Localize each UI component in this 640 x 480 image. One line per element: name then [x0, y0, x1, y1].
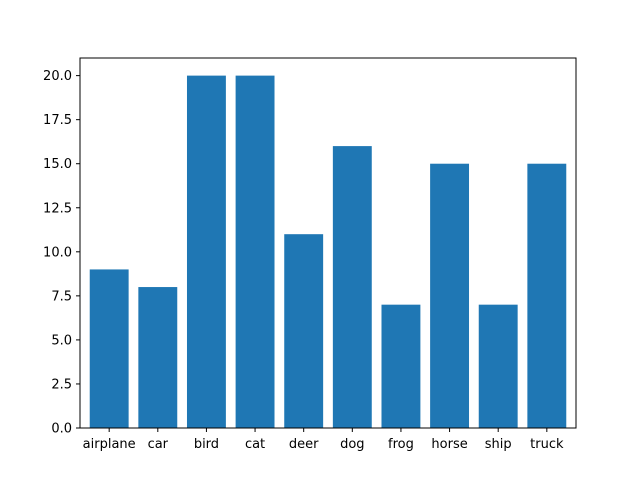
x-tick-label: bird — [194, 437, 219, 452]
x-tick-label: frog — [388, 437, 414, 452]
x-axis-ticks: airplane car bird cat deer dog frog horse ship tr… — [83, 428, 564, 452]
bar-bird — [186, 75, 226, 429]
y-tick-label: 5.0 — [51, 333, 72, 348]
x-tick-label: truck — [530, 437, 564, 452]
y-tick-label: 17.5 — [43, 113, 72, 128]
x-tick-label: cat — [245, 437, 265, 452]
bar-airplane — [89, 269, 129, 428]
bars-group — [89, 75, 567, 429]
x-tick-label: deer — [289, 437, 319, 452]
bar-cat — [235, 75, 275, 429]
x-tick-label: dog — [340, 437, 364, 452]
y-tick-label: 12.5 — [43, 201, 72, 216]
y-axis-ticks: 0.0 2.5 5.0 7.5 10.0 12.5 15.0 17.5 20.0 — [43, 69, 80, 437]
bar-truck — [527, 163, 567, 428]
x-tick-label: airplane — [83, 437, 136, 452]
bar-dog — [332, 146, 372, 428]
y-tick-label: 2.5 — [51, 377, 72, 392]
plot-area-frame — [79, 57, 577, 429]
bar-frog — [381, 304, 421, 428]
x-tick-label: horse — [431, 437, 467, 452]
x-tick-label: car — [148, 437, 169, 452]
bar-car — [138, 287, 178, 428]
bar-ship — [478, 304, 518, 428]
y-tick-label: 7.5 — [51, 289, 72, 304]
bar-deer — [284, 234, 324, 428]
y-tick-label: 0.0 — [51, 422, 72, 437]
y-tick-label: 20.0 — [43, 69, 72, 84]
bar-horse — [430, 163, 470, 428]
y-tick-label: 10.0 — [43, 245, 72, 260]
y-tick-label: 15.0 — [43, 157, 72, 172]
x-tick-label: ship — [485, 437, 512, 452]
